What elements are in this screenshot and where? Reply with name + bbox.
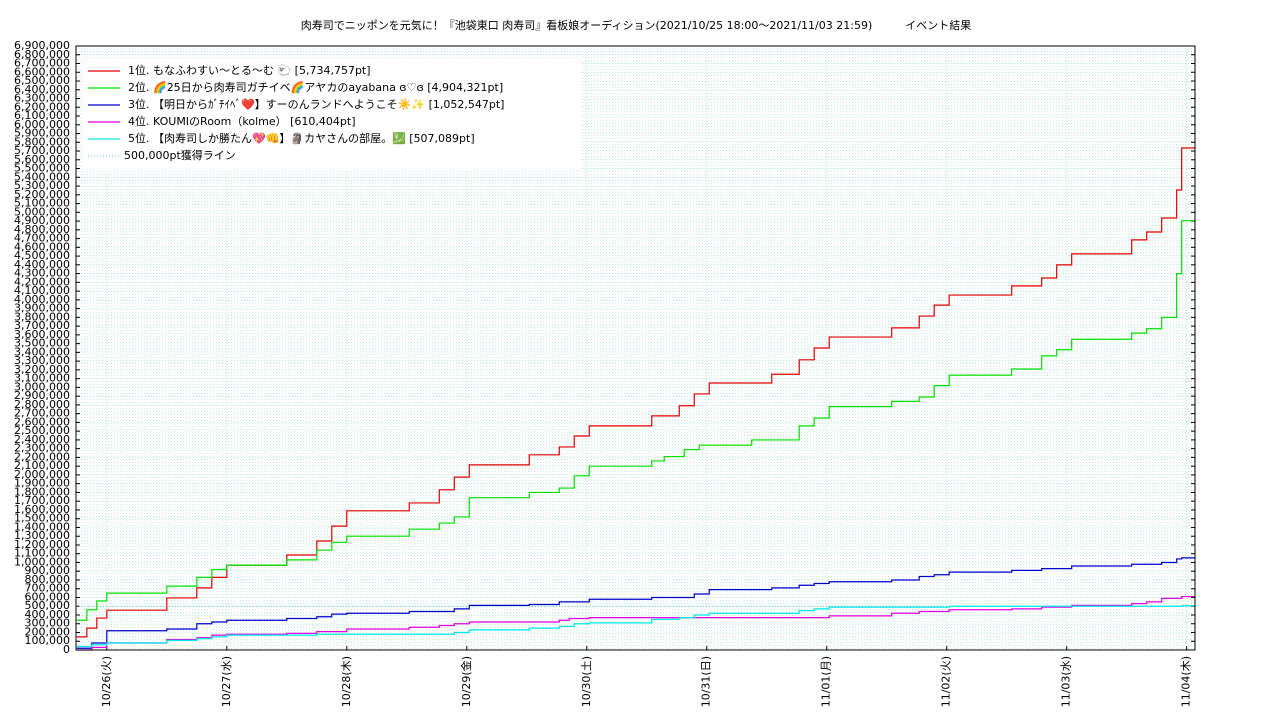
x-tick-label: 11/03(水)	[1060, 656, 1073, 707]
y-tick-label: 4,400,000	[14, 258, 70, 271]
y-tick-label: 4,900,000	[14, 214, 70, 227]
y-tick-label: 6,000,000	[14, 118, 70, 131]
y-tick-label: 3,100,000	[14, 372, 70, 385]
x-tick-label: 11/04(木)	[1180, 656, 1193, 707]
x-tick-label: 10/30(土)	[580, 656, 593, 707]
y-tick-label: 6,200,000	[14, 100, 70, 113]
y-tick-label: 5,100,000	[14, 197, 70, 210]
y-tick-label: 2,300,000	[14, 442, 70, 455]
y-tick-label: 6,900,000	[14, 39, 70, 52]
x-tick-label: 11/01(月)	[820, 656, 833, 707]
y-tick-label: 3,800,000	[14, 310, 70, 323]
y-tick-label: 400,000	[25, 608, 71, 621]
legend-background	[82, 58, 582, 170]
y-tick-label: 6,500,000	[14, 74, 70, 87]
y-tick-label: 2,100,000	[14, 459, 70, 472]
x-tick-label: 10/27(水)	[220, 656, 233, 707]
y-tick-label: 4,300,000	[14, 267, 70, 280]
y-tick-label: 5,300,000	[14, 179, 70, 192]
y-tick-label: 2,400,000	[14, 433, 70, 446]
y-tick-label: 2,200,000	[14, 450, 70, 463]
series-line	[76, 557, 1195, 649]
y-tick-label: 200,000	[25, 625, 71, 638]
y-tick-label: 3,600,000	[14, 328, 70, 341]
y-tick-label: 1,100,000	[14, 547, 70, 560]
y-tick-label: 0	[63, 643, 70, 656]
legend-label: 2位. 🌈25日から肉寿司ガチイベ🌈アヤカのayabana ɞ♡ɞ [4,904…	[128, 80, 503, 94]
y-tick-label: 3,300,000	[14, 354, 70, 367]
y-tick-label: 5,800,000	[14, 135, 70, 148]
y-tick-label: 4,800,000	[14, 223, 70, 236]
x-tick-label: 10/26(火)	[100, 656, 113, 707]
y-tick-label: 3,500,000	[14, 337, 70, 350]
legend-label: 1位. もなふわすい〜とる〜む 🐑 [5,734,757pt]	[128, 63, 371, 77]
y-tick-label: 600,000	[25, 590, 71, 603]
y-tick-label: 1,900,000	[14, 477, 70, 490]
legend-label: 5位. 【肉寿司しか勝たん💖👊】🗿カヤさんの部屋。💹 [507,089pt]	[128, 131, 475, 145]
y-tick-label: 1,000,000	[14, 555, 70, 568]
y-tick-label: 4,700,000	[14, 232, 70, 245]
y-tick-label: 900,000	[25, 564, 71, 577]
y-tick-label: 300,000	[25, 617, 71, 630]
y-tick-label: 4,600,000	[14, 240, 70, 253]
y-tick-label: 6,100,000	[14, 109, 70, 122]
y-tick-label: 3,000,000	[14, 380, 70, 393]
y-tick-label: 5,200,000	[14, 188, 70, 201]
y-tick-label: 2,500,000	[14, 424, 70, 437]
y-tick-label: 100,000	[25, 634, 71, 647]
y-tick-label: 2,900,000	[14, 389, 70, 402]
y-tick-label: 800,000	[25, 573, 71, 586]
y-tick-label: 4,500,000	[14, 249, 70, 262]
x-tick-label: 10/29(金)	[459, 656, 473, 707]
y-tick-label: 1,300,000	[14, 529, 70, 542]
y-tick-label: 1,700,000	[14, 494, 70, 507]
y-tick-label: 2,600,000	[14, 415, 70, 428]
y-tick-label: 5,400,000	[14, 170, 70, 183]
y-tick-label: 2,800,000	[14, 398, 70, 411]
y-tick-label: 5,700,000	[14, 144, 70, 157]
y-tick-label: 5,600,000	[14, 153, 70, 166]
y-tick-label: 5,500,000	[14, 162, 70, 175]
y-tick-label: 3,200,000	[14, 363, 70, 376]
legend-label: 500,000pt獲得ライン	[124, 149, 236, 162]
plot-frame	[75, 45, 1196, 651]
y-tick-label: 3,400,000	[14, 345, 70, 358]
y-tick-label: 6,700,000	[14, 57, 70, 70]
y-tick-label: 1,200,000	[14, 538, 70, 551]
y-tick-label: 500,000	[25, 599, 71, 612]
y-tick-label: 700,000	[25, 582, 71, 595]
y-tick-label: 5,000,000	[14, 205, 70, 218]
y-tick-label: 4,000,000	[14, 293, 70, 306]
y-tick-label: 4,200,000	[14, 275, 70, 288]
y-tick-label: 6,600,000	[14, 65, 70, 78]
x-tick-label: 10/28(木)	[340, 656, 353, 707]
y-tick-label: 2,700,000	[14, 407, 70, 420]
y-tick-label: 1,400,000	[14, 520, 70, 533]
legend-label: 4位. KOUMIのRoom（kolme） [610,404pt]	[128, 114, 355, 128]
y-tick-label: 6,400,000	[14, 83, 70, 96]
y-tick-label: 4,100,000	[14, 284, 70, 297]
series-line	[76, 605, 1195, 648]
series-line	[76, 220, 1195, 621]
series-line	[76, 147, 1195, 638]
chart-title: 肉寿司でニッポンを元気に！『池袋東口 肉寿司』看板娘オーディション(2021/1…	[301, 18, 972, 32]
x-tick-label: 11/02(火)	[940, 656, 953, 707]
y-tick-label: 6,300,000	[14, 92, 70, 105]
legend-label: 3位. 【明日からｶﾞﾁｲﾍﾞ❤️】すーのんランドへようこそ☀️✨ [1,052…	[128, 97, 504, 111]
y-tick-label: 1,600,000	[14, 503, 70, 516]
y-tick-label: 1,800,000	[14, 485, 70, 498]
y-tick-label: 5,900,000	[14, 127, 70, 140]
y-tick-label: 6,800,000	[14, 48, 70, 61]
y-tick-label: 2,000,000	[14, 468, 70, 481]
y-tick-label: 3,900,000	[14, 302, 70, 315]
y-tick-label: 1,500,000	[14, 512, 70, 525]
x-tick-label: 10/31(日)	[700, 656, 713, 707]
y-tick-label: 3,700,000	[14, 319, 70, 332]
